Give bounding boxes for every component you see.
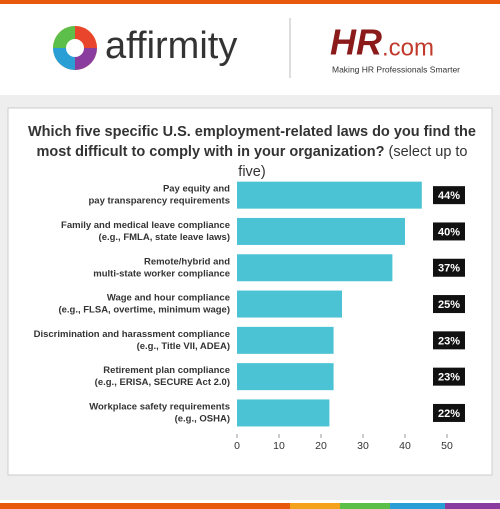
logo-right-suffix: .com xyxy=(382,34,434,61)
chart-title: Which five specific U.S. employment-rela… xyxy=(22,122,482,182)
value-label-box xyxy=(433,403,465,422)
x-tick-label: 10 xyxy=(273,440,285,452)
y-tick-label: Pay equity and xyxy=(163,184,230,195)
value-label: 25% xyxy=(438,299,460,311)
y-tick-label: multi-state worker compliance xyxy=(93,268,230,279)
x-tick-label: 30 xyxy=(357,440,369,452)
y-tick-label: (e.g., FLSA, overtime, minimum wage) xyxy=(58,305,230,316)
y-tick-label: (e.g., Title VII, ADEA) xyxy=(137,341,230,352)
bar xyxy=(237,326,334,354)
y-tick-label: Wage and hour compliance xyxy=(107,293,230,304)
value-label: 23% xyxy=(438,335,460,347)
value-label-box xyxy=(433,367,465,386)
x-tick-label: 20 xyxy=(315,440,327,452)
subtitle: (select up to five) xyxy=(238,144,468,180)
y-tick-label: (e.g., OSHA) xyxy=(175,413,230,424)
value-label: 40% xyxy=(438,226,460,238)
y-tick-label: (e.g., ERISA, SECURE Act 2.0) xyxy=(95,377,230,388)
value-label: 44% xyxy=(438,190,460,202)
y-tick-label: Workplace safety requirements xyxy=(89,401,230,412)
x-tick-label: 40 xyxy=(399,440,411,452)
y-tick-label: pay transparency requirements xyxy=(88,196,230,207)
x-tick-label: 50 xyxy=(441,440,453,452)
value-label-box xyxy=(433,222,465,241)
bottom-strip xyxy=(0,503,500,509)
bar xyxy=(237,181,422,209)
y-tick-label: Remote/hybrid and xyxy=(144,256,230,267)
y-tick-label: (e.g., FMLA, state leave laws) xyxy=(99,232,230,243)
affirmity-icon xyxy=(53,26,97,70)
value-label-box xyxy=(433,295,465,314)
title-main: Which five specific U.S. employment-rela… xyxy=(28,124,476,160)
logo-left: affirmity xyxy=(105,25,237,67)
value-label-box xyxy=(433,331,465,350)
x-tick-label: 0 xyxy=(234,440,240,452)
y-tick-label: Family and medical leave compliance xyxy=(61,220,230,231)
bar xyxy=(237,399,330,427)
logo-right-main: HR xyxy=(330,22,382,63)
tagline: Making HR Professionals Smarter xyxy=(332,64,460,74)
bar xyxy=(237,254,393,282)
value-label: 23% xyxy=(438,372,460,384)
value-label: 37% xyxy=(438,263,460,275)
bar xyxy=(237,363,334,391)
value-label: 22% xyxy=(438,408,460,420)
value-label-box xyxy=(433,258,465,277)
bar xyxy=(237,290,342,318)
top-strip xyxy=(0,0,500,4)
y-tick-label: Retirement plan compliance xyxy=(103,365,230,376)
value-label-box xyxy=(433,186,465,205)
bar xyxy=(237,217,405,245)
y-tick-label: Discrimination and harassment compliance xyxy=(34,329,230,340)
